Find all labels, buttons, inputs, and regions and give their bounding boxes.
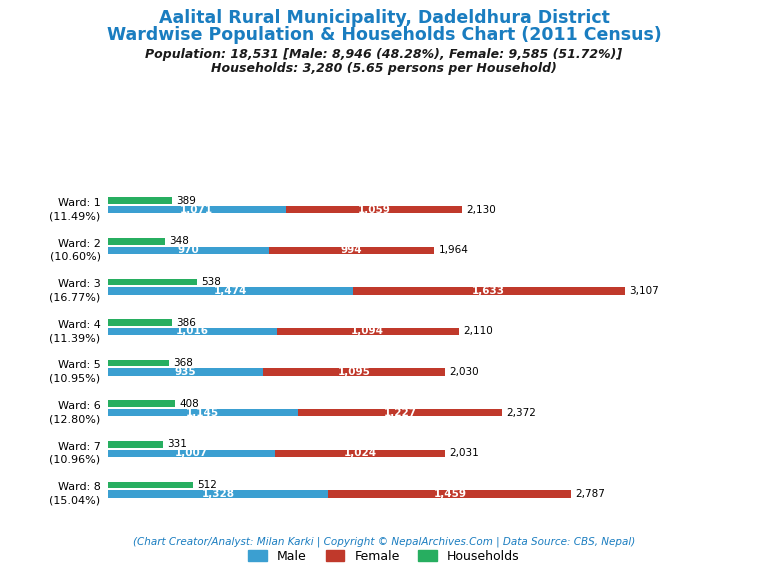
Bar — [108, 490, 329, 498]
Text: 970: 970 — [177, 245, 199, 255]
Text: 389: 389 — [177, 195, 197, 206]
Bar — [108, 450, 275, 457]
Text: Aalital Rural Municipality, Dadeldhura District: Aalital Rural Municipality, Dadeldhura D… — [158, 9, 610, 27]
Bar — [108, 246, 269, 254]
Text: 1,094: 1,094 — [351, 327, 384, 336]
Bar — [108, 481, 193, 488]
Text: 1,145: 1,145 — [186, 408, 220, 418]
Text: Wardwise Population & Households Chart (2011 Census): Wardwise Population & Households Chart (… — [107, 26, 661, 44]
Bar — [108, 197, 172, 204]
Bar — [108, 360, 169, 367]
Text: (Chart Creator/Analyst: Milan Karki | Copyright © NepalArchives.Com | Data Sourc: (Chart Creator/Analyst: Milan Karki | Co… — [133, 536, 635, 547]
Text: 1,024: 1,024 — [344, 448, 377, 458]
Text: 1,474: 1,474 — [214, 286, 247, 296]
Text: 2,030: 2,030 — [449, 367, 479, 377]
Text: 1,328: 1,328 — [201, 489, 234, 499]
Text: 2,787: 2,787 — [575, 489, 605, 499]
Bar — [275, 450, 445, 457]
Text: 2,031: 2,031 — [449, 448, 479, 458]
Bar — [286, 206, 462, 213]
Bar — [108, 441, 163, 448]
Text: Households: 3,280 (5.65 persons per Household): Households: 3,280 (5.65 persons per Hous… — [211, 62, 557, 75]
Text: 1,007: 1,007 — [175, 448, 208, 458]
Bar — [276, 328, 458, 335]
Bar — [298, 409, 502, 416]
Bar — [108, 368, 263, 376]
Text: 994: 994 — [341, 245, 362, 255]
Bar — [108, 206, 286, 213]
Bar — [108, 328, 276, 335]
Bar — [353, 287, 624, 295]
Text: 2,130: 2,130 — [466, 205, 496, 215]
Text: 1,059: 1,059 — [357, 205, 390, 215]
Text: 935: 935 — [174, 367, 196, 377]
Bar — [108, 279, 197, 285]
Text: Population: 18,531 [Male: 8,946 (48.28%), Female: 9,585 (51.72%)]: Population: 18,531 [Male: 8,946 (48.28%)… — [145, 48, 623, 60]
Text: 2,372: 2,372 — [506, 408, 536, 418]
Text: 3,107: 3,107 — [629, 286, 658, 296]
Text: 1,227: 1,227 — [383, 408, 417, 418]
Text: 538: 538 — [201, 277, 221, 287]
Text: 368: 368 — [173, 358, 193, 368]
Text: 1,095: 1,095 — [338, 367, 371, 377]
Bar — [263, 368, 445, 376]
Bar — [108, 400, 175, 407]
Text: 1,016: 1,016 — [176, 327, 209, 336]
Text: 331: 331 — [167, 439, 187, 450]
Text: 408: 408 — [180, 398, 200, 409]
Bar — [269, 246, 435, 254]
Text: 1,964: 1,964 — [439, 245, 468, 255]
Text: 1,633: 1,633 — [472, 286, 505, 296]
Text: 348: 348 — [170, 236, 190, 246]
Bar — [108, 319, 172, 326]
Bar — [108, 287, 353, 295]
Bar — [108, 238, 165, 245]
Text: 512: 512 — [197, 480, 217, 490]
Legend: Male, Female, Households: Male, Female, Households — [243, 545, 525, 568]
Text: 2,110: 2,110 — [463, 327, 492, 336]
Text: 386: 386 — [176, 317, 196, 328]
Bar — [108, 409, 298, 416]
Bar — [329, 490, 571, 498]
Text: 1,459: 1,459 — [433, 489, 466, 499]
Text: 1,071: 1,071 — [180, 205, 214, 215]
